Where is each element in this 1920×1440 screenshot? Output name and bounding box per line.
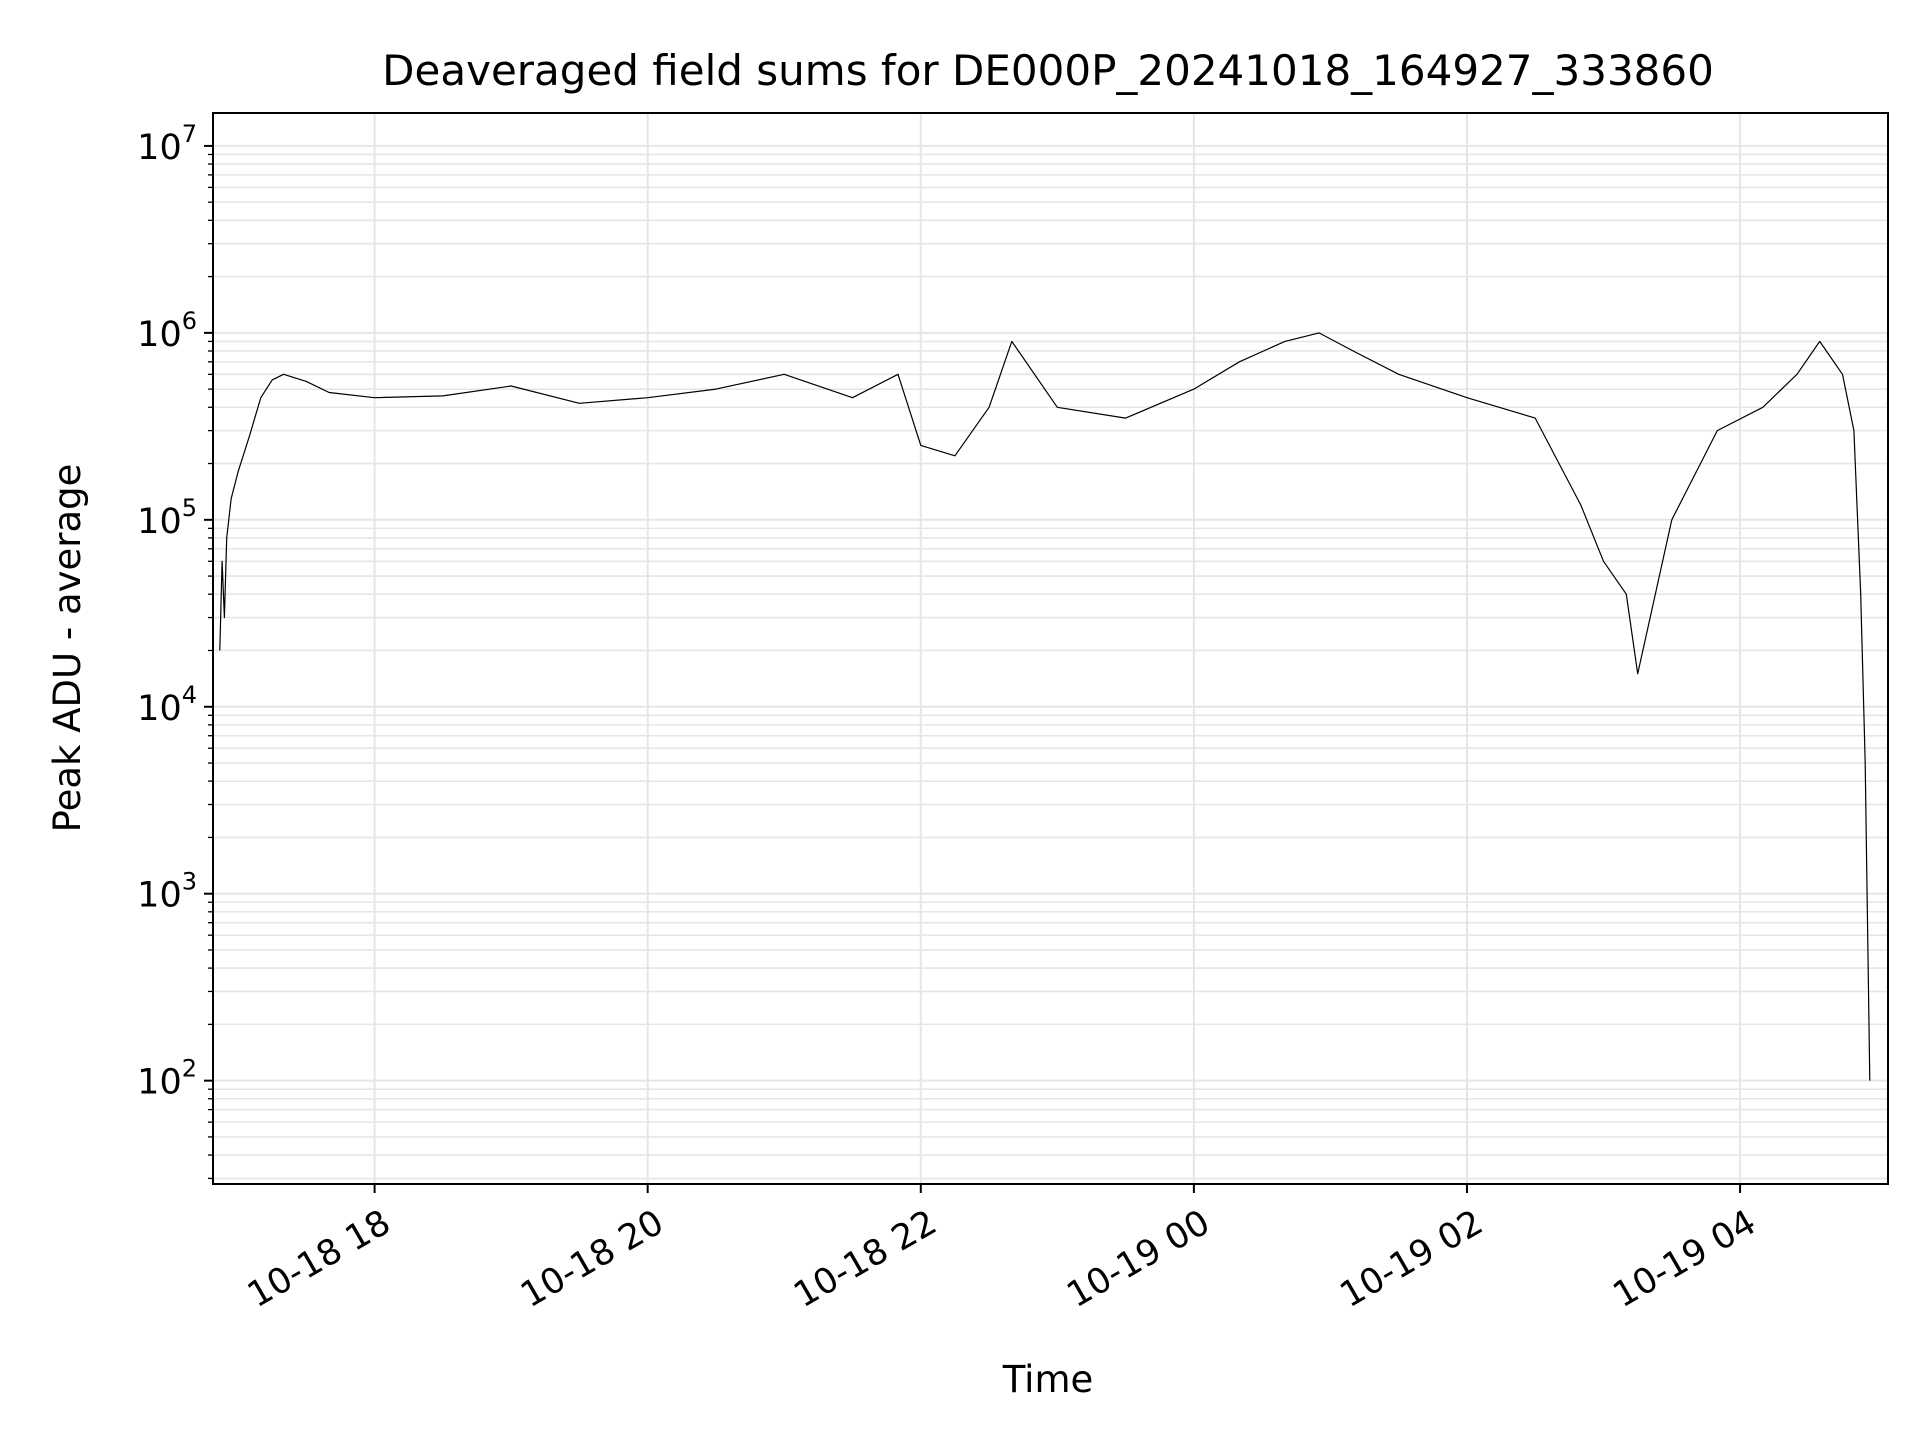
y-tick-label: 106 <box>137 307 197 355</box>
grid <box>213 113 1888 1184</box>
x-axis-label: Time <box>1002 1358 1094 1401</box>
y-tick-label: 104 <box>137 681 197 729</box>
y-axis-label: Peak ADU - average <box>46 464 89 833</box>
y-tick-labels: 102 103 104 105 106 107 <box>137 120 197 1103</box>
y-tick-label: 102 <box>137 1055 197 1103</box>
y-tick-label: 103 <box>137 868 197 916</box>
chart-title: Deaveraged field sums for DE000P_2024101… <box>382 46 1714 95</box>
y-tick-label: 107 <box>137 120 197 168</box>
y-tick-label: 105 <box>137 494 197 542</box>
series-layer <box>219 332 1871 1081</box>
series-line <box>219 332 1871 1081</box>
plot-area <box>212 112 1889 1185</box>
ticks <box>204 144 1742 1193</box>
